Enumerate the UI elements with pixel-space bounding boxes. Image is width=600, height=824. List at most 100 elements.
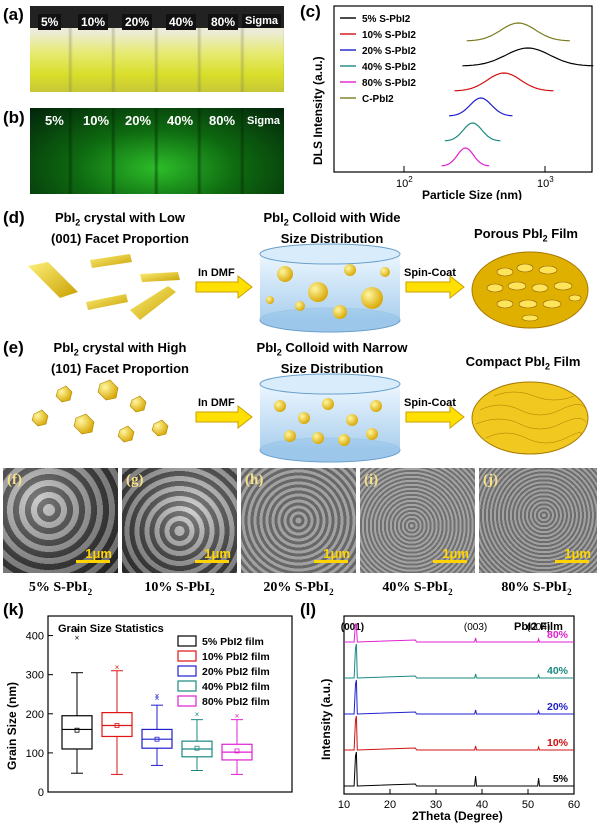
box-mean <box>194 745 200 751</box>
xrd-series-label: 20% <box>547 701 569 713</box>
panel-label-a: (a) <box>3 5 24 24</box>
xrd-series-label: 40% <box>547 665 569 677</box>
dls-legend-label: 10% S-PbI2 <box>362 30 416 41</box>
sem-caption: 5% S-PbI2 <box>28 580 93 597</box>
dls-tick-label: 102 <box>396 175 413 190</box>
vial-label: 5% <box>38 14 62 30</box>
dls-legend-label: 80% S-PbI2 <box>362 78 416 89</box>
dls-legend-label: 5% S-PbI2 <box>362 14 411 25</box>
sem-image-80: (j) 1μm <box>479 468 597 573</box>
box-legend-swatch <box>177 695 197 707</box>
panel-label-h: (h) <box>245 472 264 488</box>
box-outlier: × <box>115 663 120 672</box>
xrd-x-axis: 10 20 30 40 50 60 (001) (003) (004) <box>338 622 580 811</box>
sem-image-40: (i) 1μm <box>360 468 475 573</box>
box-mean <box>154 736 160 742</box>
vial-label: 20% <box>125 113 152 128</box>
beaker-wide <box>259 243 401 333</box>
dls-xlabel: Particle Size (nm) <box>422 188 522 200</box>
scale-bar-label: 1μm <box>204 546 231 561</box>
box-legend-swatch <box>177 680 197 692</box>
panel-label-j: (j) <box>483 472 498 488</box>
dls-curves <box>441 22 594 167</box>
arrow-spin-coat <box>405 404 465 430</box>
xrd-pattern <box>344 751 574 787</box>
sem-image-10: (g) 1μm <box>122 468 237 573</box>
schematic-e <box>31 373 589 463</box>
box-outlier: × <box>235 712 240 721</box>
sem-image-20: (h) 1μm <box>241 468 356 573</box>
arrow-label: Spin-Coat <box>404 397 456 409</box>
xrd-peak-label: (004) <box>527 622 550 633</box>
schematic-d-mid-title: PbI2 Colloid with Wide Size Distribution <box>263 210 401 246</box>
arrow-in-dmf <box>195 274 253 300</box>
xrd-tick-label: 20 <box>384 799 396 811</box>
panel-label-e: (e) <box>3 338 24 357</box>
flake-crystals <box>28 254 180 320</box>
sem-caption: 20% S-PbI2 <box>263 580 334 597</box>
dls-legend-label: C-PbI2 <box>362 94 394 105</box>
box-legend-swatch <box>177 665 197 677</box>
dls-tick-label: 103 <box>537 175 554 190</box>
box-tick-label: 100 <box>26 748 44 760</box>
xrd-pattern <box>344 623 574 643</box>
box-legend-label: 20% PbI2 film <box>202 666 270 678</box>
arrow-label: Spin-Coat <box>404 267 456 279</box>
vial-photo-fluorescence: 5% 10% 20% 40% 80% Sigma <box>30 108 284 194</box>
sem-caption: 40% S-PbI2 <box>382 580 453 597</box>
arrow-in-dmf <box>195 404 253 430</box>
box-legend-swatch <box>177 650 197 662</box>
box-ylabel: Grain Size (nm) <box>5 682 19 770</box>
xrd-plot-frame <box>343 615 575 795</box>
scale-bar <box>76 560 110 563</box>
box-legend-label: 10% PbI2 film <box>202 651 270 663</box>
scale-bar <box>195 560 229 563</box>
xrd-ylabel: Intensity (a.u.) <box>319 679 333 760</box>
xrd-chart: PbI2 Film Intensity (a.u.) 2Theta (Degre… <box>319 615 580 823</box>
box-legend: 5% PbI2 film 10% PbI2 film 20% PbI2 film 40… <box>177 635 270 708</box>
xrd-peak-label: (001) <box>341 622 364 633</box>
vial-label: 80% <box>209 113 236 128</box>
dls-ylabel: DLS Intensity (a.u.) <box>311 56 325 165</box>
panel-label-g: (g) <box>126 472 144 488</box>
scale-bar <box>314 560 348 563</box>
xrd-pattern <box>344 679 574 715</box>
box-tick-label: 200 <box>26 709 44 721</box>
dls-legend-label: 20% S-PbI2 <box>362 46 416 57</box>
vial-label: 10% <box>83 113 110 128</box>
box-tick-label: 400 <box>26 631 44 643</box>
porous-film <box>471 251 589 329</box>
box-legend-label: 80% PbI2 film <box>202 696 270 708</box>
vial-label: Sigma <box>247 115 281 127</box>
arrow-label: In DMF <box>198 267 235 279</box>
dls-plot-frame <box>333 5 593 173</box>
scale-bar <box>433 560 467 563</box>
sem-caption: 10% S-PbI2 <box>144 580 215 597</box>
schematic-e-left-title: PbI2 crystal with High (101) Facet Propor… <box>51 340 189 376</box>
vial-label: 40% <box>166 14 197 30</box>
box-outlier: × <box>155 694 160 703</box>
box-tick-label: 0 <box>38 787 44 799</box>
xrd-peak-label: (003) <box>464 622 487 633</box>
vial-label: 20% <box>122 14 153 30</box>
sem-caption: 80% S-PbI2 <box>501 580 572 597</box>
xrd-series-label: 5% <box>553 773 569 785</box>
xrd-tick-label: 60 <box>568 799 580 811</box>
box-mean <box>114 723 120 728</box>
schematic-d <box>28 243 589 333</box>
scale-bar <box>555 560 589 563</box>
grain-size-boxplot: Grain Size Statistics Grain Size (nm) 0 1… <box>5 615 293 799</box>
panel-label-l: (l) <box>300 600 317 619</box>
beaker-narrow <box>259 373 401 463</box>
box-tick-label: 300 <box>26 670 44 682</box>
panel-label-i: (i) <box>364 472 379 488</box>
xrd-series-label: 80% <box>547 629 569 641</box>
xrd-tick-label: 50 <box>522 799 534 811</box>
panel-label-c: (c) <box>300 2 321 21</box>
dls-chart: 5% S-PbI2 10% S-PbI2 20% S-PbI2 40% S-PbI2 8… <box>311 5 594 200</box>
scale-bar-label: 1μm <box>442 546 469 561</box>
vial-label: 5% <box>45 113 64 128</box>
box-y-axis: 0 100 200 300 400 <box>26 631 53 799</box>
xrd-lines: 5% 10% 20% 40% 80% <box>344 623 574 787</box>
box-legend-label: 40% PbI2 film <box>202 681 270 693</box>
